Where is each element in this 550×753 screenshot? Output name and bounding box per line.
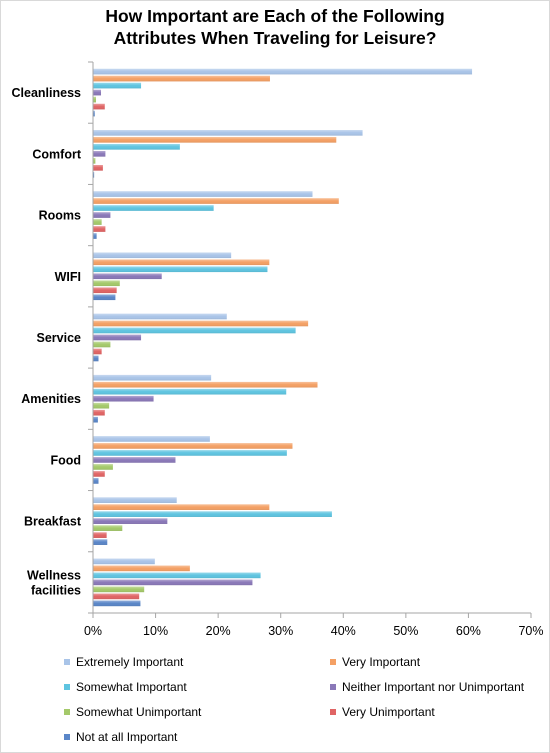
bar-sheen-rooms-not-at-all-important bbox=[93, 233, 97, 239]
bar-sheen-food-not-at-all-important bbox=[93, 478, 99, 484]
bar-sheen-amenities-not-at-all-important bbox=[93, 416, 98, 423]
x-tick-label-70: 70% bbox=[518, 624, 543, 638]
bar-sheen-wellness-facilities-not-at-all-important bbox=[93, 600, 141, 607]
bar-sheen-wellness-facilities-neither-important-nor-unimportant bbox=[93, 579, 253, 586]
bar-sheen-wellness-facilities-very-unimportant bbox=[93, 593, 140, 600]
bar-sheen-food-extremely-important bbox=[93, 436, 210, 442]
bar-sheen-amenities-neither-important-nor-unimportant bbox=[93, 395, 154, 402]
x-tick-label-60: 60% bbox=[456, 624, 481, 638]
bar-sheen-rooms-extremely-important bbox=[93, 191, 313, 197]
bar-sheen-food-somewhat-important bbox=[93, 450, 287, 456]
legend-swatch-very-unimportant bbox=[330, 709, 336, 715]
category-label-amenities: Amenities bbox=[21, 392, 81, 406]
bar-sheen-comfort-somewhat-unimportant bbox=[93, 158, 96, 164]
legend-label-somewhat-unimportant: Somewhat Unimportant bbox=[76, 705, 202, 719]
category-label-service: Service bbox=[37, 331, 82, 345]
bar-sheen-breakfast-somewhat-important bbox=[93, 511, 332, 517]
bar-sheen-service-very-important bbox=[93, 320, 309, 327]
bar-sheen-cleanliness-extremely-important bbox=[93, 68, 473, 75]
x-tick-label-40: 40% bbox=[331, 624, 356, 638]
bar-sheen-cleanliness-neither-important-nor-unimportant bbox=[93, 89, 102, 96]
bar-sheen-cleanliness-very-unimportant bbox=[93, 103, 105, 110]
legend-label-very-important: Very Important bbox=[342, 655, 421, 669]
legend-swatch-not-at-all-important bbox=[64, 734, 70, 740]
x-tick-label-50: 50% bbox=[393, 624, 418, 638]
bar-sheen-wifi-somewhat-unimportant bbox=[93, 280, 120, 287]
bar-sheen-breakfast-not-at-all-important bbox=[93, 539, 108, 545]
bar-sheen-cleanliness-not-at-all-important bbox=[93, 110, 95, 117]
legend-swatch-neither-important-nor-unimportant bbox=[330, 684, 336, 690]
bar-sheen-wifi-somewhat-important bbox=[93, 266, 268, 273]
bar-sheen-wellness-facilities-somewhat-unimportant bbox=[93, 586, 145, 593]
category-label-wellness-facilities: Wellness facilities bbox=[27, 568, 81, 597]
legend-swatch-extremely-important bbox=[64, 659, 70, 665]
bar-sheen-amenities-extremely-important bbox=[93, 374, 212, 381]
legend-label-somewhat-important: Somewhat Important bbox=[76, 680, 187, 694]
category-label-cleanliness: Cleanliness bbox=[12, 86, 82, 100]
x-tick-label-20: 20% bbox=[206, 624, 231, 638]
bar-sheen-wifi-very-important bbox=[93, 259, 270, 266]
bar-sheen-amenities-very-important bbox=[93, 381, 318, 388]
bar-sheen-wifi-not-at-all-important bbox=[93, 294, 116, 301]
legend-swatch-somewhat-unimportant bbox=[64, 709, 70, 715]
bar-sheen-comfort-extremely-important bbox=[93, 130, 363, 136]
legend-label-very-unimportant: Very Unimportant bbox=[342, 705, 435, 719]
bar-sheen-service-extremely-important bbox=[93, 313, 227, 320]
bar-sheen-amenities-somewhat-important bbox=[93, 388, 287, 395]
bar-sheen-breakfast-very-important bbox=[93, 504, 270, 510]
bar-sheen-cleanliness-very-important bbox=[93, 75, 270, 82]
bar-sheen-service-very-unimportant bbox=[93, 348, 102, 355]
x-tick-label-10: 10% bbox=[143, 624, 168, 638]
bar-sheen-breakfast-extremely-important bbox=[93, 497, 177, 503]
bar-sheen-comfort-very-important bbox=[93, 137, 337, 143]
bar-sheen-food-neither-important-nor-unimportant bbox=[93, 457, 176, 463]
x-tick-label-30: 30% bbox=[268, 624, 293, 638]
bar-sheen-food-very-important bbox=[93, 443, 293, 449]
bar-sheen-rooms-neither-important-nor-unimportant bbox=[93, 212, 111, 218]
bar-sheen-wifi-neither-important-nor-unimportant bbox=[93, 273, 162, 280]
bar-sheen-breakfast-very-unimportant bbox=[93, 532, 107, 538]
category-label-breakfast: Breakfast bbox=[24, 515, 82, 529]
bar-sheen-rooms-somewhat-important bbox=[93, 205, 214, 211]
legend-swatch-somewhat-important bbox=[64, 684, 70, 690]
bar-sheen-amenities-very-unimportant bbox=[93, 409, 105, 416]
bar-sheen-wifi-extremely-important bbox=[93, 252, 232, 259]
bar-sheen-amenities-somewhat-unimportant bbox=[93, 402, 110, 409]
legend-label-extremely-important: Extremely Important bbox=[76, 655, 184, 669]
bar-sheen-service-neither-important-nor-unimportant bbox=[93, 334, 142, 341]
bar-sheen-food-somewhat-unimportant bbox=[93, 464, 113, 470]
legend-swatch-very-important bbox=[330, 659, 336, 665]
legend-label-neither-important-nor-unimportant: Neither Important nor Unimportant bbox=[342, 680, 525, 694]
category-label-comfort: Comfort bbox=[32, 147, 81, 161]
bar-sheen-rooms-very-unimportant bbox=[93, 226, 106, 232]
category-label-food: Food bbox=[50, 453, 81, 467]
bar-sheen-cleanliness-somewhat-unimportant bbox=[93, 96, 97, 103]
bar-sheen-service-somewhat-important bbox=[93, 327, 296, 334]
bar-sheen-service-somewhat-unimportant bbox=[93, 341, 111, 348]
bar-sheen-wellness-facilities-very-important bbox=[93, 565, 190, 572]
bar-sheen-comfort-neither-important-nor-unimportant bbox=[93, 151, 106, 157]
x-tick-label-0: 0% bbox=[84, 624, 102, 638]
bar-sheen-cleanliness-somewhat-important bbox=[93, 82, 142, 89]
legend-label-not-at-all-important: Not at all Important bbox=[76, 730, 178, 744]
bar-sheen-rooms-very-important bbox=[93, 198, 339, 204]
bar-sheen-service-not-at-all-important bbox=[93, 355, 99, 362]
bar-sheen-wellness-facilities-somewhat-important bbox=[93, 572, 261, 579]
bar-sheen-wellness-facilities-extremely-important bbox=[93, 558, 155, 565]
category-label-wifi: WIFI bbox=[55, 270, 81, 284]
bar-sheen-comfort-somewhat-important bbox=[93, 144, 180, 150]
bar-sheen-comfort-not-at-all-important bbox=[93, 172, 95, 178]
bar-sheen-breakfast-somewhat-unimportant bbox=[93, 525, 123, 531]
category-label-rooms: Rooms bbox=[39, 209, 81, 223]
bar-sheen-breakfast-neither-important-nor-unimportant bbox=[93, 518, 168, 524]
bar-sheen-comfort-very-unimportant bbox=[93, 165, 103, 171]
bar-sheen-food-very-unimportant bbox=[93, 471, 105, 477]
chart-title: How Important are Each of the Following … bbox=[105, 6, 445, 48]
bar-sheen-rooms-somewhat-unimportant bbox=[93, 219, 102, 225]
bar-sheen-wifi-very-unimportant bbox=[93, 287, 117, 294]
